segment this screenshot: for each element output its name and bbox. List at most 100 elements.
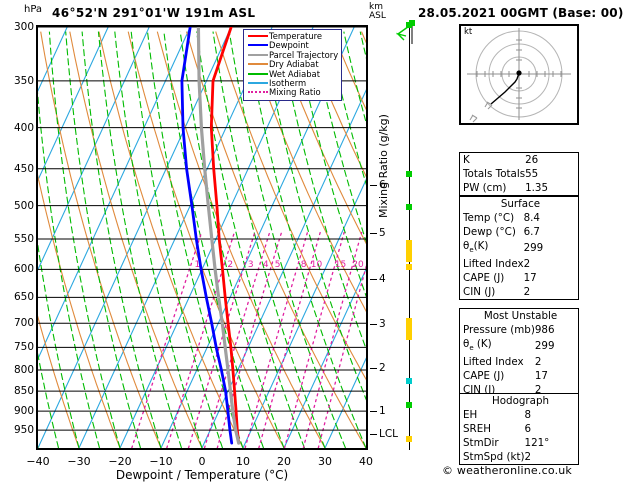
data-row: PW (cm) 1.35 bbox=[460, 181, 578, 195]
wind-barb-505 bbox=[406, 204, 412, 211]
data-label: StmSpd (kt) bbox=[463, 451, 525, 463]
svg-text:2: 2 bbox=[227, 260, 233, 270]
km-tick-mark-3 bbox=[370, 323, 377, 325]
data-value: 2 bbox=[534, 384, 542, 397]
legend-swatch-3 bbox=[247, 60, 269, 69]
km-tick-3: 3 bbox=[379, 317, 386, 330]
legend-label: Wet Adiabat bbox=[269, 68, 320, 79]
pressure-tick-650: 650 bbox=[13, 291, 34, 304]
legend: Temperature Dewpoint Parcel Trajectory Dry … bbox=[243, 29, 343, 101]
data-label: Lifted Index bbox=[463, 356, 524, 369]
data-label: Totals Totals bbox=[463, 168, 526, 180]
data-value: 2 bbox=[523, 286, 531, 299]
pressure-tick-900: 900 bbox=[13, 405, 34, 418]
km-tick-6: 6 bbox=[379, 179, 386, 192]
km-axis: 1 2 3 4 5 6 LCL bbox=[370, 25, 400, 450]
km-tick-mark-1 bbox=[370, 410, 377, 412]
lcl-tick-mark bbox=[370, 433, 377, 435]
profile-parcel-trajectory bbox=[196, 27, 241, 445]
km-tick-mark-6 bbox=[370, 185, 377, 187]
data-label: Dewp (°C) bbox=[463, 226, 516, 238]
hodograph-svg bbox=[467, 28, 571, 123]
data-label: EH bbox=[463, 409, 478, 421]
legend-swatch-1 bbox=[247, 41, 269, 50]
x-tick-30: 30 bbox=[318, 455, 332, 468]
data-row: CAPE (J) 17 bbox=[460, 369, 578, 383]
legend-label: Mixing Ratio bbox=[269, 87, 321, 98]
data-row: Totals Totals 55 bbox=[460, 167, 578, 181]
data-row: StmSpd (kt) 2 bbox=[460, 450, 578, 464]
x-tick--30: −30 bbox=[67, 455, 91, 468]
x-tick--10: −10 bbox=[149, 455, 173, 468]
pressure-tick-700: 700 bbox=[13, 317, 34, 330]
data-row: CAPE (J) 17 bbox=[460, 271, 578, 285]
legend-swatch-4 bbox=[247, 70, 269, 79]
datetime-title: 28.05.2021 00GMT (Base: 00) bbox=[418, 6, 624, 20]
legend-label: Dry Adiabat bbox=[269, 59, 319, 70]
data-value: 6.7 bbox=[523, 226, 540, 238]
data-label: CIN (J) bbox=[463, 286, 496, 299]
svg-text:1: 1 bbox=[194, 260, 200, 270]
data-row: Lifted Index 2 bbox=[460, 257, 578, 271]
legend-label: Parcel Trajectory bbox=[269, 49, 339, 60]
data-value: 17 bbox=[523, 272, 537, 285]
pressure-tick-300: 300 bbox=[13, 21, 34, 33]
data-row: θe(K) 299 bbox=[460, 239, 578, 257]
profile-dewpoint bbox=[180, 27, 234, 445]
data-row: EH 8 bbox=[460, 408, 578, 422]
most-unstable-title: Most Unstable bbox=[483, 310, 558, 322]
dry-adiabats-group bbox=[38, 31, 366, 448]
x-tick-10: 10 bbox=[236, 455, 250, 468]
data-row: SREH 6 bbox=[460, 422, 578, 436]
legend-item: Wet Adiabat bbox=[247, 68, 338, 79]
km-tick-5: 5 bbox=[379, 226, 386, 239]
data-row: CIN (J) 2 bbox=[460, 285, 578, 299]
data-label: Pressure (mb) bbox=[463, 324, 535, 336]
wind-barb-column bbox=[398, 22, 422, 450]
stability-indices-box: K 26 Totals Totals 55 PW (cm) 1.35 bbox=[459, 152, 579, 196]
wet-adiabats-group bbox=[38, 31, 366, 448]
km-unit-line1: km bbox=[369, 2, 383, 12]
data-label: CAPE (J) bbox=[463, 370, 505, 383]
x-tick-20: 20 bbox=[277, 455, 291, 468]
data-value: 299 bbox=[534, 340, 555, 353]
data-label: θe (K) bbox=[463, 338, 492, 353]
isobars-group bbox=[38, 27, 366, 431]
hodograph-unit-label: kt bbox=[464, 27, 473, 37]
most-unstable-box: Most Unstable Pressure (mb) 986 θe (K) 299 L… bbox=[459, 308, 579, 399]
data-value: 121° bbox=[524, 437, 550, 449]
wind-barb-890 bbox=[406, 402, 412, 409]
data-label: Temp (°C) bbox=[463, 212, 515, 224]
svg-text:15: 15 bbox=[335, 260, 346, 270]
lcl-label: LCL bbox=[379, 427, 399, 440]
hodograph-stats-title: Hodograph bbox=[491, 395, 550, 407]
svg-text:20: 20 bbox=[352, 260, 364, 270]
legend-table: Temperature Dewpoint Parcel Trajectory Dry … bbox=[247, 31, 339, 98]
km-tick-mark-4 bbox=[370, 278, 377, 280]
x-tick-0: 0 bbox=[198, 455, 206, 468]
legend-label: Isotherm bbox=[269, 78, 307, 89]
data-label: SREH bbox=[463, 423, 491, 435]
data-row: Dewp (°C) 6.7 bbox=[460, 225, 578, 239]
wind-barb-700 bbox=[406, 318, 412, 341]
data-value: 8 bbox=[524, 409, 532, 421]
km-tick-2: 2 bbox=[379, 361, 386, 374]
pressure-unit-label: hPa bbox=[24, 4, 43, 15]
surface-title: Surface bbox=[500, 198, 541, 210]
data-value: 2 bbox=[534, 356, 542, 369]
data-label: θe(K) bbox=[463, 240, 489, 255]
pressure-tick-850: 850 bbox=[13, 385, 34, 398]
footer-watermark: © weatheronline.co.uk bbox=[442, 464, 573, 477]
hodograph-stats-box: Hodograph EH 8 SREH 6 StmDir 121° StmSpd (kt) 2 bbox=[459, 393, 579, 465]
wind-barb-300 bbox=[406, 22, 412, 28]
data-row: Temp (°C) 8.4 bbox=[460, 211, 578, 225]
km-tick-mark-2 bbox=[370, 367, 377, 369]
wind-barb-830 bbox=[406, 377, 412, 384]
wind-barb-460 bbox=[406, 171, 412, 178]
surface-box: Surface Temp (°C) 8.4 Dewp (°C) 6.7 θe(K) 299… bbox=[459, 196, 579, 301]
data-label: PW (cm) bbox=[463, 182, 507, 194]
legend-item: Isotherm bbox=[247, 78, 338, 89]
svg-text:10: 10 bbox=[311, 260, 323, 270]
data-value: 26 bbox=[525, 154, 539, 166]
data-value: 6 bbox=[524, 423, 532, 435]
